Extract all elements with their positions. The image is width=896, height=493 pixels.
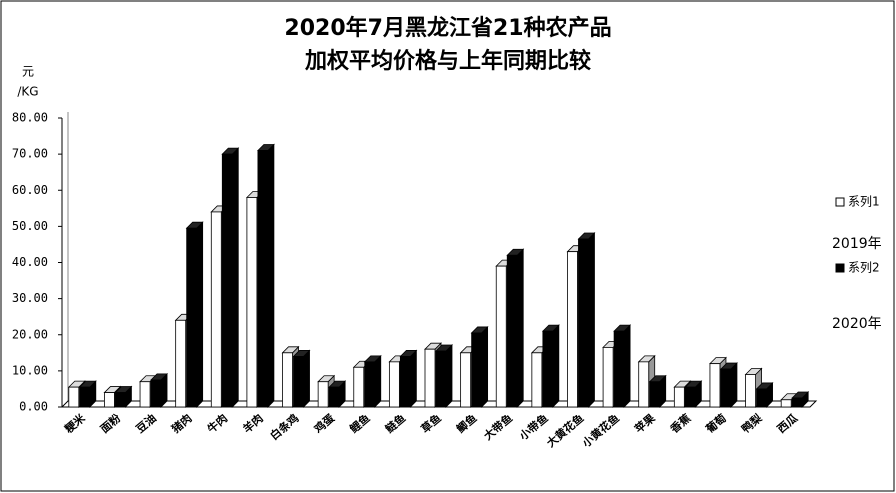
bar bbox=[104, 392, 115, 408]
bar bbox=[424, 348, 436, 408]
bar bbox=[150, 379, 162, 408]
bar bbox=[567, 251, 578, 408]
bar bbox=[282, 352, 293, 408]
bar-side bbox=[730, 362, 738, 408]
legend-swatch bbox=[835, 263, 845, 273]
y-tick-label: 80.00 bbox=[12, 111, 48, 125]
bar bbox=[720, 368, 732, 408]
bar bbox=[139, 381, 151, 408]
bar bbox=[542, 330, 554, 408]
bar bbox=[780, 399, 792, 408]
y-unit: 元 bbox=[22, 65, 34, 79]
bar bbox=[460, 352, 472, 408]
bar bbox=[246, 197, 258, 408]
legend-label: 系列1 bbox=[848, 195, 880, 209]
bar-side bbox=[231, 147, 239, 408]
bar bbox=[115, 392, 126, 408]
bar-side bbox=[623, 324, 631, 408]
bar bbox=[221, 153, 233, 408]
bar bbox=[709, 363, 721, 408]
bar bbox=[602, 346, 614, 408]
bar bbox=[317, 381, 329, 408]
legend-swatch bbox=[835, 197, 845, 207]
bar-side bbox=[196, 221, 204, 408]
annotation: 2019年 bbox=[832, 236, 882, 252]
bar bbox=[673, 386, 685, 408]
chart-title: 2020年7月黑龙江省21种农产品 bbox=[284, 15, 611, 41]
bar-side bbox=[409, 349, 417, 408]
bar bbox=[68, 386, 80, 408]
bar bbox=[257, 150, 269, 408]
y-tick-label: 10.00 bbox=[12, 363, 48, 377]
bar bbox=[175, 319, 187, 408]
y-tick-label: 20.00 bbox=[12, 327, 48, 341]
bar bbox=[328, 386, 340, 408]
bar bbox=[638, 361, 650, 408]
bar bbox=[506, 254, 518, 408]
bar bbox=[791, 397, 803, 408]
bar bbox=[388, 361, 400, 408]
y-tick-label: 0.00 bbox=[19, 400, 48, 414]
bar-side bbox=[481, 325, 489, 408]
y-tick-label: 50.00 bbox=[12, 219, 48, 233]
y-unit-sub: /KG bbox=[17, 85, 38, 99]
bar-side bbox=[374, 354, 382, 408]
bar bbox=[435, 350, 447, 408]
legend-label: 系列2 bbox=[848, 261, 880, 275]
bar bbox=[79, 386, 91, 408]
bar bbox=[293, 356, 304, 408]
y-tick-label: 30.00 bbox=[12, 291, 48, 305]
bar bbox=[353, 366, 365, 408]
y-tick-label: 70.00 bbox=[12, 147, 48, 161]
bar bbox=[684, 386, 696, 408]
bar-side bbox=[516, 248, 524, 408]
bar bbox=[210, 211, 222, 408]
annotation: 2020年 bbox=[832, 316, 882, 332]
bar-side bbox=[552, 324, 560, 408]
bar-side bbox=[588, 232, 595, 408]
bar bbox=[756, 388, 767, 408]
bar-side bbox=[267, 143, 275, 408]
bar bbox=[471, 332, 483, 408]
bar bbox=[531, 352, 543, 408]
bar bbox=[186, 227, 198, 408]
bar bbox=[745, 374, 756, 408]
bar bbox=[364, 361, 376, 408]
chart-subtitle: 加权平均价格与上年同期比较 bbox=[304, 48, 591, 74]
bar bbox=[495, 265, 507, 408]
y-tick-label: 60.00 bbox=[12, 183, 48, 197]
bar-side bbox=[303, 349, 310, 408]
bar bbox=[649, 381, 661, 408]
bar bbox=[399, 356, 411, 408]
bar-side bbox=[445, 344, 453, 408]
bar bbox=[613, 330, 625, 408]
y-tick-label: 40.00 bbox=[12, 255, 48, 269]
bar bbox=[578, 238, 589, 408]
